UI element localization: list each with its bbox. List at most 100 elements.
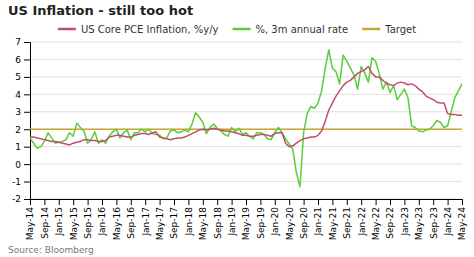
x-tick-mark (390, 199, 391, 205)
grid-line (30, 181, 462, 182)
x-tick: May-20 (285, 199, 295, 240)
x-tick-label: Sep-16 (126, 207, 136, 239)
x-tick-mark (102, 199, 103, 205)
x-tick-label: Jan-19 (227, 207, 237, 237)
grid-line (30, 129, 462, 130)
y-tick: 1 (15, 142, 30, 152)
x-tick: Jan-21 (313, 199, 323, 237)
chart-svg: -2-101234567May-14Sep-14Jan-15May-15Sep-… (0, 0, 474, 257)
y-tick: -2 (12, 194, 30, 204)
y-tick-mark (24, 42, 30, 43)
x-tick: Jan-20 (270, 199, 280, 237)
x-tick-label: May-24 (457, 207, 467, 240)
y-tick-label: 4 (15, 90, 21, 100)
x-tick: Jan-23 (400, 199, 410, 237)
x-tick: May-17 (155, 199, 165, 240)
x-tick: Sep-15 (83, 199, 93, 239)
x-tick-label: May-14 (25, 207, 35, 240)
y-tick-label: 6 (15, 55, 21, 65)
x-tick: May-22 (371, 199, 381, 240)
x-tick-label: May-16 (112, 207, 122, 240)
x-tick-mark (160, 199, 161, 205)
x-tick-label: Jan-21 (313, 207, 323, 237)
x-tick-label: May-22 (371, 207, 381, 240)
y-axis: -2-101234567 (12, 37, 30, 204)
x-tick: May-15 (69, 199, 79, 240)
x-tick: May-24 (457, 199, 467, 240)
x-tick-mark (448, 199, 449, 205)
x-tick-label: Sep-15 (83, 207, 93, 239)
marks (30, 50, 462, 187)
x-tick: Sep-21 (342, 199, 352, 239)
y-tick-mark (24, 77, 30, 78)
x-tick-mark (232, 199, 233, 205)
y-tick: 7 (15, 37, 30, 47)
x-tick-mark (289, 199, 290, 205)
x-tick-mark (361, 199, 362, 205)
x-tick-label: Jan-22 (357, 207, 367, 237)
x-tick-label: May-19 (241, 207, 251, 240)
reference-line (30, 128, 462, 130)
x-tick: Sep-16 (126, 199, 136, 239)
x-tick-label: May-23 (414, 207, 424, 240)
x-tick: May-16 (112, 199, 122, 240)
y-tick: 2 (15, 125, 30, 135)
series-line (30, 50, 462, 187)
x-tick-mark (88, 199, 89, 205)
x-tick-mark (419, 199, 420, 205)
x-tick-mark (246, 199, 247, 205)
x-tick-label: Sep-17 (169, 207, 179, 239)
x-tick-mark (433, 199, 434, 205)
x-tick: May-14 (25, 199, 35, 240)
y-tick: 5 (15, 72, 30, 82)
y-tick-label: -2 (12, 194, 21, 204)
x-tick-label: Sep-14 (40, 207, 50, 239)
legend-label: US Core PCE Inflation, %y/y (81, 24, 219, 35)
x-tick-mark (44, 199, 45, 205)
x-tick-mark (59, 199, 60, 205)
x-tick-mark (145, 199, 146, 205)
x-axis-line (31, 200, 463, 206)
y-tick-label: 1 (15, 142, 21, 152)
x-tick: May-23 (414, 199, 424, 240)
y-tick: 0 (15, 159, 30, 169)
grid-line (30, 59, 462, 60)
x-tick: May-18 (198, 199, 208, 240)
x-tick-label: Jan-23 (400, 207, 410, 237)
x-tick-label: Sep-19 (256, 207, 266, 239)
legend-swatch (58, 28, 76, 31)
x-tick-mark (203, 199, 204, 205)
x-tick: Jan-22 (357, 199, 367, 237)
x-tick-mark (174, 199, 175, 205)
x-tick-label: Jan-18 (184, 207, 194, 237)
x-tick-label: Jan-20 (270, 207, 280, 237)
x-tick-mark (318, 199, 319, 205)
x-tick-mark (404, 199, 405, 205)
x-tick-mark (131, 199, 132, 205)
x-tick-mark (260, 199, 261, 205)
x-tick-mark (73, 199, 74, 205)
grid-line (30, 146, 462, 147)
y-tick-mark (24, 112, 30, 113)
x-tick: Sep-18 (213, 199, 223, 239)
x-tick-mark (304, 199, 305, 205)
x-tick: Jan-17 (141, 199, 151, 237)
x-tick-mark (188, 199, 189, 205)
x-tick-label: Sep-22 (385, 207, 395, 239)
y-axis-line (24, 43, 31, 200)
series-line (30, 66, 462, 146)
x-tick: Sep-19 (256, 199, 266, 239)
x-tick-label: May-20 (285, 207, 295, 240)
x-tick-label: May-15 (69, 207, 79, 240)
x-tick-mark (217, 199, 218, 205)
x-tick-mark (462, 199, 463, 205)
legend-label: %, 3m annual rate (256, 24, 349, 35)
y-tick: -1 (12, 177, 30, 187)
x-tick: Jan-24 (443, 199, 453, 237)
x-tick-label: May-21 (328, 207, 338, 240)
y-tick-label: 2 (15, 125, 21, 135)
y-tick: 4 (15, 90, 30, 100)
legend: US Core PCE Inflation, %y/y %, 3m annual … (58, 24, 416, 35)
grid-line (30, 111, 462, 112)
y-tick-label: -1 (12, 177, 21, 187)
